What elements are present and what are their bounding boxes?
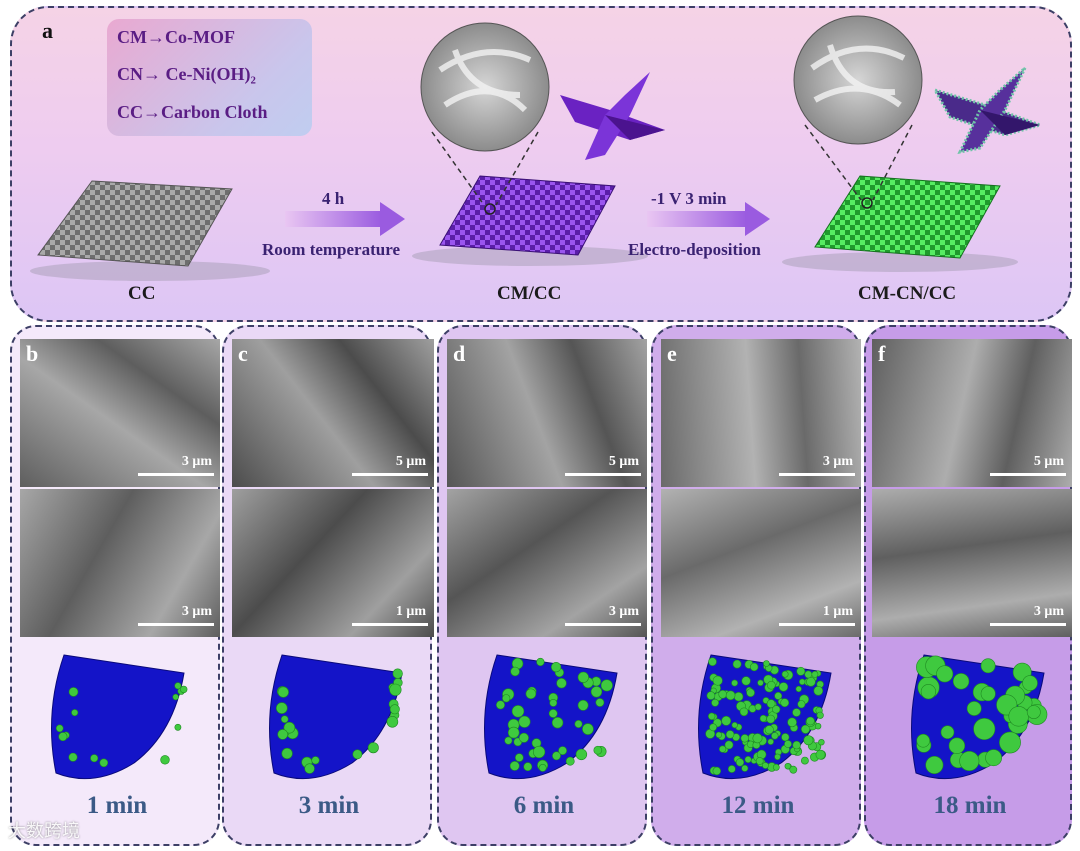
cm-cn-cloth-icon [782,175,1018,272]
scale-bar [990,623,1066,626]
flake-model-icon [269,654,403,780]
carbon-cloth-icon [30,180,270,281]
scale-bar-label: 3 μm [608,604,639,619]
panel-f-label: f [878,341,886,366]
sem-image-bottom: 3 μm [20,489,220,637]
panel-d-label: d [453,341,466,366]
column-panel-c: 5 μm 1 μm c 3 min [222,325,434,846]
step2-method-label: Electro-deposition [628,240,761,259]
caption-cc: CC [128,283,156,304]
co-mof-cloth-icon [412,175,648,266]
caption-cm-cc: CM/CC [497,283,562,304]
panel-c-label: c [238,341,248,366]
cm-cn-cross-icon [931,66,1045,155]
column-panel-d: 5 μm 3 μm d 6 min [437,325,647,846]
panel-b-label: b [26,341,39,366]
scheme-graphics [30,15,1045,281]
arrow-step2-icon [647,202,770,236]
watermark: 大数跨境 [8,821,80,842]
step2-condition-label: -1 V 3 min [651,189,727,208]
scale-bar [779,473,855,476]
deposition-time-label: 18 min [933,792,1007,819]
deposition-time-label: 3 min [298,792,360,819]
panel-e-label: e [667,341,677,366]
scale-bar [990,473,1066,476]
scale-bar [352,623,428,626]
deposition-time-label: 6 min [513,792,575,819]
column-panel-f: 5 μm 3 μm f 18 min [864,325,1072,846]
scale-bar-label: 3 μm [1033,604,1064,619]
sem-zoom-circle-icon [793,15,923,209]
deposition-time-label: 12 min [721,792,795,819]
flake-model-icon [484,654,618,780]
legend-item-cc: CC→Carbon Cloth [117,102,268,122]
panel-a-label: a [42,18,53,43]
sem-image-bottom: 3 μm [447,489,647,637]
flake-model-icon [911,654,1048,780]
sem-image-bottom: 3 μm [872,489,1072,637]
sem-image-top: 3 μm [661,339,861,487]
scale-bar-label: 5 μm [608,454,639,469]
scale-bar [565,473,641,476]
scale-bar-label: 1 μm [822,604,853,619]
scale-bar [138,623,214,626]
scale-bar-label: 3 μm [181,604,212,619]
co-mof-cross-icon [560,72,665,160]
flake-model-icon [51,654,188,780]
scale-bar [565,623,641,626]
column-panel-e: 3 μm 1 μm e 12 min [651,325,861,846]
caption-cm-cn-cc: CM-CN/CC [858,283,957,304]
legend-item-cm: CM→Co-MOF [117,27,235,47]
sem-image-bottom: 1 μm [661,489,861,637]
sem-image-top: 5 μm [232,339,434,487]
scale-bar-label: 3 μm [822,454,853,469]
scale-bar-label: 5 μm [1033,454,1064,469]
sem-zoom-circle-icon [420,22,550,215]
step1-condition-label: Room temperature [262,240,401,259]
step1-time-label: 4 h [322,189,345,208]
scale-bar [779,623,855,626]
arrow-step1-icon [285,202,405,236]
sem-image-bottom: 1 μm [232,489,434,637]
legend-item-cn: CN→ Ce-Ni(OH)₂ [117,64,256,84]
scale-bar [352,473,428,476]
legend-box: CM→Co-MOF CN→ Ce-Ni(OH)₂ CC→Carbon Cloth [107,19,312,136]
scale-bar-label: 3 μm [181,454,212,469]
flake-model-icon [698,654,832,780]
scale-bar [138,473,214,476]
sem-image-top: 5 μm [447,339,647,487]
deposition-time-label: 1 min [86,792,148,819]
scale-bar-label: 5 μm [395,454,426,469]
sem-image-top: 3 μm [20,339,220,487]
sem-image-top: 5 μm [872,339,1072,487]
column-panel-b: 3 μm 3 μm b 1 min [10,325,220,846]
scale-bar-label: 1 μm [395,604,426,619]
